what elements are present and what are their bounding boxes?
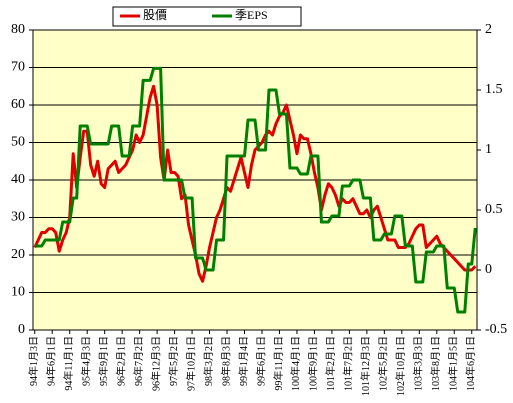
x-tick-label: 102年5月2日	[377, 336, 390, 391]
x-tick-label: 97年10月1日	[184, 336, 197, 391]
x-tick-label: 94年11月1日	[62, 336, 75, 391]
y-tick-label: 10	[11, 285, 25, 300]
y-tick-label: 30	[11, 210, 25, 225]
x-tick-label: 102年10月1日	[394, 336, 407, 396]
x-tick-label: 94年6月1日	[45, 336, 58, 386]
x-tick-label: 95年4月3日	[79, 336, 92, 386]
x-tick-label: 100年9月1日	[307, 336, 320, 391]
x-tick-label: 97年5月2日	[167, 336, 180, 386]
x-tick-label: 99年6月1日	[254, 336, 267, 386]
y2-tick-label: 0.5	[485, 202, 503, 217]
x-tick-label: 101年12月3日	[359, 336, 372, 396]
y-tick-label: 70	[11, 60, 25, 75]
y-tick-label: 0	[18, 322, 25, 337]
x-tick-label: 99年11月1日	[272, 336, 285, 391]
y-tick-label: 20	[11, 247, 25, 262]
x-tick-label: 94年1月3日	[27, 336, 40, 386]
x-tick-label: 103年8月1日	[429, 336, 442, 391]
legend-label: 季EPS	[235, 8, 268, 22]
y-tick-label: 60	[11, 97, 25, 112]
series-line	[33, 84, 477, 283]
x-tick-label: 101年2月1日	[324, 336, 337, 391]
x-tick-label: 98年3月2日	[202, 336, 215, 386]
x-tick-label: 96年12月3日	[149, 336, 162, 391]
x-tick-label: 96年2月1日	[114, 336, 127, 386]
y2-tick-label: -0.5	[485, 322, 507, 337]
legend	[112, 6, 302, 27]
x-tick-label: 100年4月1日	[289, 336, 302, 391]
x-tick-label: 95年9月1日	[97, 336, 110, 386]
x-tick-label: 99年1月4日	[237, 336, 250, 386]
x-tick-label: 104年1月5日	[447, 336, 460, 391]
y2-tick-label: 1.5	[485, 82, 503, 97]
legend-label: 股價	[143, 8, 167, 22]
y2-tick-label: 0	[485, 262, 492, 277]
y-tick-label: 40	[11, 172, 25, 187]
x-tick-label: 104年6月1日	[464, 336, 477, 391]
series-line	[34, 66, 477, 314]
y2-tick-label: 1	[485, 142, 492, 157]
x-tick-label: 101年7月2日	[342, 336, 355, 391]
y-tick-label: 80	[11, 22, 25, 37]
x-tick-label: 103年3月3日	[412, 336, 425, 391]
x-tick-label: 98年8月3日	[219, 336, 232, 386]
y2-tick-label: 2	[485, 22, 492, 37]
x-tick-label: 96年7月2日	[132, 336, 145, 386]
y-tick-label: 50	[11, 135, 25, 150]
